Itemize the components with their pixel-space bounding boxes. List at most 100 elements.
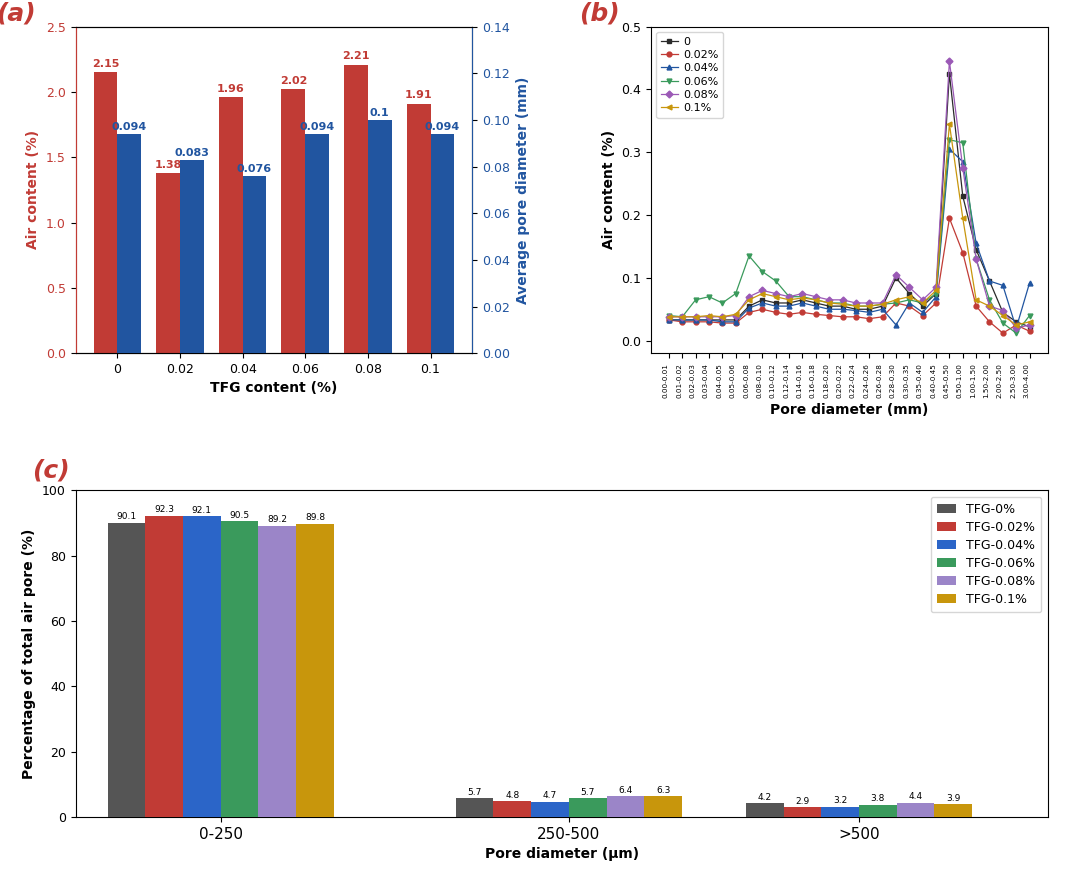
- 0.06%: [890, 297, 903, 308]
- Bar: [345, 65, 368, 353]
- 0.06%: [716, 297, 729, 308]
- 0.08%: [970, 254, 983, 265]
- 0.02%: [756, 304, 769, 314]
- Bar: [784, 807, 821, 817]
- X-axis label: TFG content (%): TFG content (%): [211, 382, 338, 395]
- 0.04%: [983, 275, 996, 286]
- 0.08%: [863, 297, 876, 308]
- 0.1%: [796, 293, 809, 304]
- 0.08%: [983, 301, 996, 312]
- 0.04%: [702, 314, 715, 325]
- 0.04%: [676, 314, 689, 325]
- 0: [956, 191, 969, 202]
- 0.1%: [689, 312, 702, 322]
- 0.08%: [903, 282, 916, 293]
- Text: 3.2: 3.2: [833, 797, 848, 805]
- 0.02%: [850, 312, 863, 322]
- Bar: [859, 805, 896, 817]
- 0.06%: [916, 297, 929, 308]
- Line: 0.06%: 0.06%: [666, 138, 1032, 336]
- 0.04%: [997, 280, 1010, 290]
- 0.1%: [783, 295, 796, 305]
- 0.1%: [876, 299, 889, 310]
- Bar: [494, 801, 531, 817]
- Legend: TFG-0%, TFG-0.02%, TFG-0.04%, TFG-0.06%, TFG-0.08%, TFG-0.1%: TFG-0%, TFG-0.02%, TFG-0.04%, TFG-0.06%,…: [931, 496, 1041, 612]
- Text: 2.21: 2.21: [342, 52, 369, 61]
- 0.04%: [756, 297, 769, 308]
- 0.08%: [702, 312, 715, 322]
- 0: [702, 314, 715, 325]
- Bar: [145, 516, 183, 817]
- 0.08%: [743, 291, 756, 302]
- Bar: [531, 802, 569, 817]
- Legend: 0, 0.02%, 0.04%, 0.06%, 0.08%, 0.1%: 0, 0.02%, 0.04%, 0.06%, 0.08%, 0.1%: [657, 32, 723, 118]
- 0: [716, 314, 729, 325]
- 0.08%: [1023, 320, 1036, 330]
- 0.08%: [796, 289, 809, 299]
- 0.06%: [863, 301, 876, 312]
- Bar: [306, 134, 329, 353]
- 0.06%: [997, 318, 1010, 329]
- 0.06%: [956, 138, 969, 148]
- 0: [783, 297, 796, 308]
- 0.06%: [943, 134, 956, 145]
- 0.08%: [836, 295, 849, 305]
- 0.06%: [1010, 328, 1023, 338]
- 0.08%: [756, 285, 769, 296]
- Text: 0.076: 0.076: [237, 164, 272, 174]
- 0.04%: [943, 144, 956, 155]
- Y-axis label: Air content (%): Air content (%): [602, 131, 616, 250]
- 0: [676, 314, 689, 325]
- 0.04%: [876, 304, 889, 314]
- 0.04%: [729, 316, 742, 327]
- 0: [662, 314, 675, 325]
- 0.06%: [823, 297, 836, 308]
- 0.02%: [729, 318, 742, 329]
- 0.1%: [1023, 316, 1036, 327]
- 0.04%: [930, 291, 943, 302]
- 0.08%: [662, 312, 675, 322]
- 0: [1010, 316, 1023, 327]
- 0: [863, 304, 876, 314]
- Text: 5.7: 5.7: [581, 788, 595, 797]
- 0: [997, 307, 1010, 318]
- 0.08%: [809, 291, 822, 302]
- 0.1%: [903, 291, 916, 302]
- 0.06%: [676, 312, 689, 322]
- 0.04%: [903, 297, 916, 308]
- 0: [1023, 321, 1036, 332]
- Bar: [219, 97, 243, 353]
- Text: 6.4: 6.4: [619, 786, 633, 795]
- Bar: [258, 526, 296, 817]
- 0.1%: [997, 310, 1010, 321]
- 0.08%: [997, 305, 1010, 316]
- 0.02%: [823, 310, 836, 321]
- 0.06%: [876, 299, 889, 310]
- 0.1%: [850, 301, 863, 312]
- 0.08%: [676, 312, 689, 322]
- 0.04%: [662, 314, 675, 325]
- Bar: [456, 798, 494, 817]
- 0: [930, 289, 943, 299]
- Text: 89.8: 89.8: [305, 513, 325, 522]
- Text: (c): (c): [32, 458, 69, 482]
- 0.04%: [850, 305, 863, 316]
- 0: [890, 273, 903, 283]
- Text: 0.094: 0.094: [424, 122, 460, 132]
- Text: 2.9: 2.9: [795, 797, 810, 806]
- Text: 2.15: 2.15: [92, 59, 119, 69]
- 0.04%: [1023, 278, 1036, 289]
- Text: 3.9: 3.9: [946, 794, 960, 803]
- 0.1%: [956, 213, 969, 224]
- Line: 0: 0: [666, 71, 1032, 329]
- Text: 89.2: 89.2: [267, 515, 287, 524]
- X-axis label: Pore diameter (mm): Pore diameter (mm): [770, 403, 929, 417]
- 0.04%: [916, 307, 929, 318]
- 0: [809, 297, 822, 308]
- Text: 0.094: 0.094: [111, 122, 147, 132]
- 0.06%: [783, 291, 796, 302]
- 0.06%: [729, 289, 742, 299]
- 0.02%: [662, 314, 675, 325]
- Text: 4.2: 4.2: [758, 793, 772, 802]
- 0.04%: [809, 301, 822, 312]
